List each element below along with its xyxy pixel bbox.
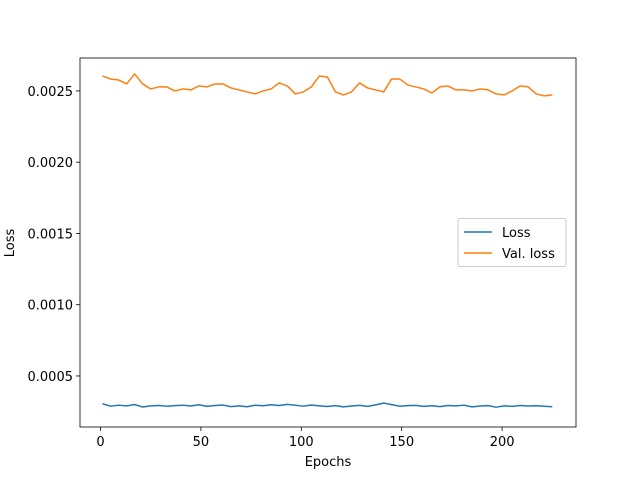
x-tick-label: 50 [193, 435, 210, 450]
x-tick-label: 0 [96, 435, 104, 450]
x-tick-label: 150 [389, 435, 414, 450]
legend-label: Loss [502, 226, 531, 241]
x-axis-label: Epochs [305, 455, 352, 470]
y-tick-label: 0.0005 [28, 370, 74, 385]
x-tick-label: 200 [490, 435, 515, 450]
y-tick-label: 0.0025 [28, 85, 74, 100]
series-line [102, 402, 553, 408]
y-axis-label: Loss [3, 229, 18, 258]
y-tick-label: 0.0015 [28, 227, 74, 242]
y-tick-label: 0.0010 [28, 299, 74, 314]
legend: Loss Val. loss [457, 218, 567, 267]
legend-box [457, 218, 567, 267]
plot-frame [79, 57, 577, 428]
legend-label: Val. loss [502, 247, 555, 262]
x-tick-label: 100 [289, 435, 314, 450]
series-line [102, 73, 553, 97]
y-tick-label: 0.0020 [28, 156, 74, 171]
